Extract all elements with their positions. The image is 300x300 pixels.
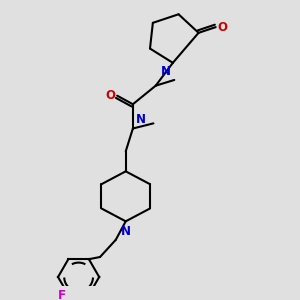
Text: O: O xyxy=(218,21,228,34)
Text: F: F xyxy=(58,289,65,300)
Text: N: N xyxy=(121,225,131,238)
Text: O: O xyxy=(105,88,115,102)
Text: N: N xyxy=(136,113,146,126)
Text: N: N xyxy=(161,65,171,78)
